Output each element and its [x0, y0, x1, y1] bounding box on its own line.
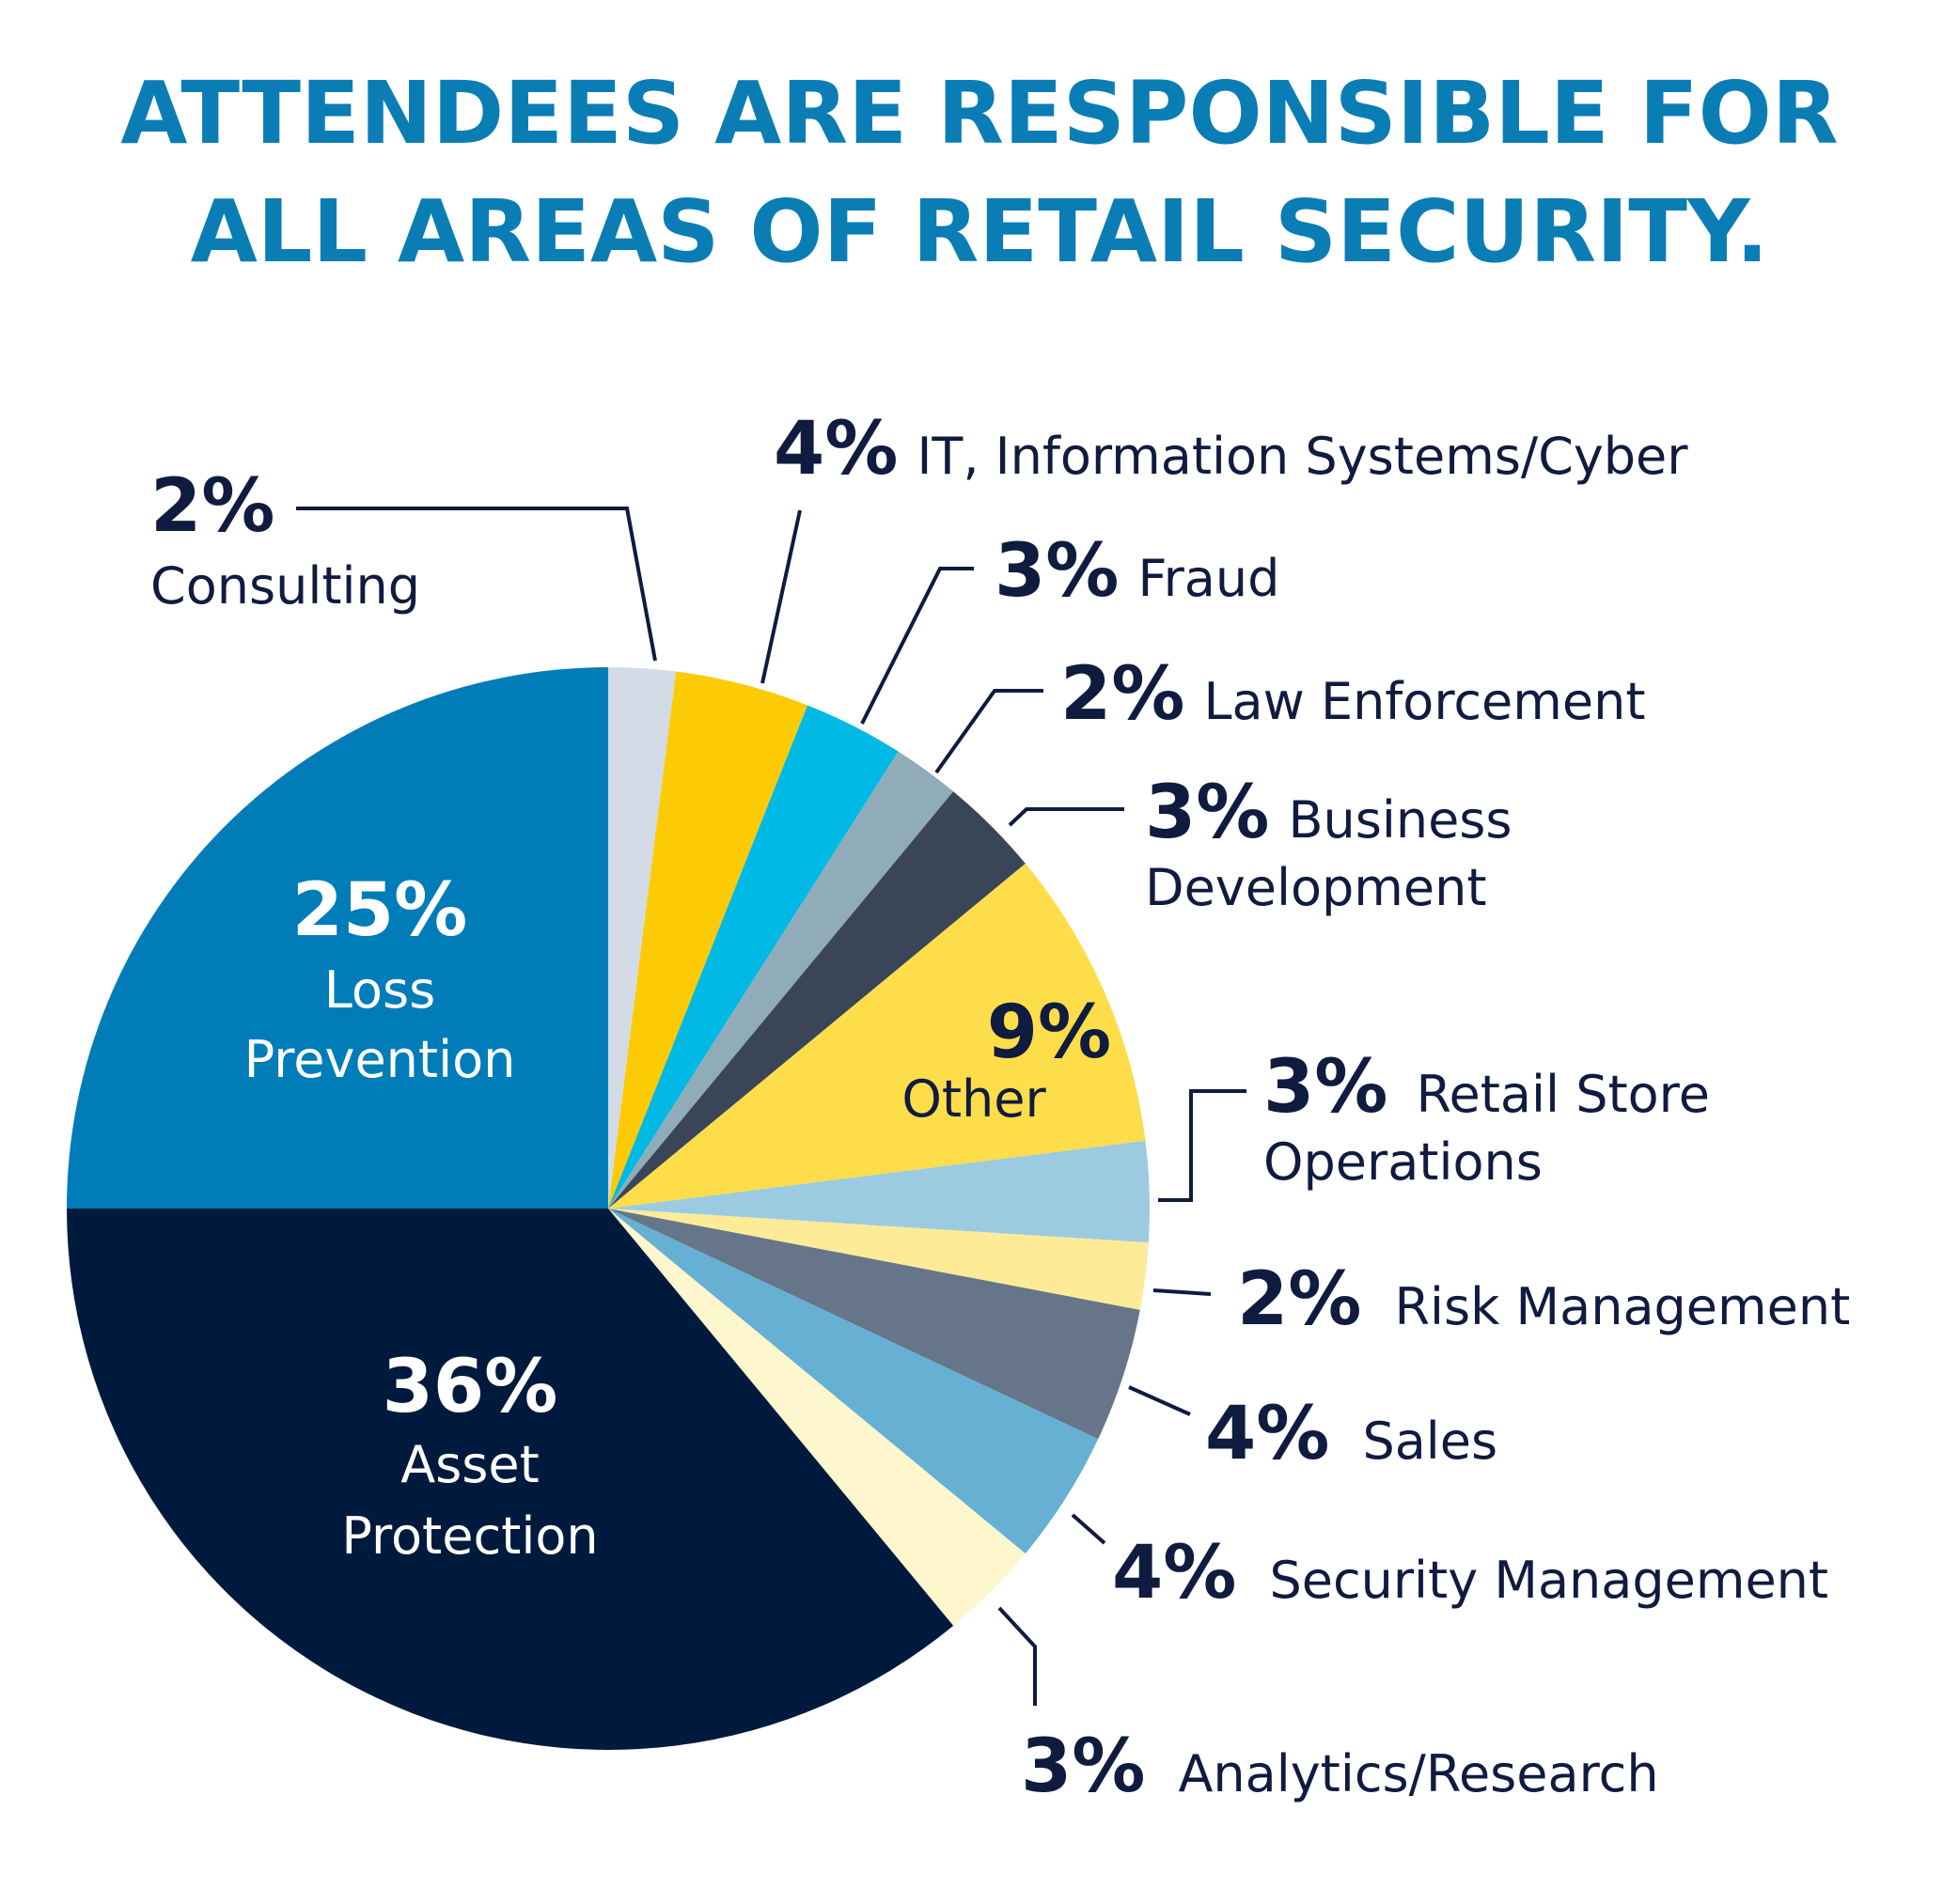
- leader-line-retail-store-operations: [1158, 1089, 1246, 1202]
- pie-slice-loss-prevention: [67, 667, 608, 1209]
- slice-pct-other: 9%: [987, 991, 1111, 1075]
- pie-slice-risk-management: [608, 1209, 1149, 1310]
- leader-line-sales: [1128, 1385, 1191, 1416]
- pie-slice-fraud: [608, 705, 899, 1209]
- slice-label-asset-protection: Protection: [341, 1506, 598, 1566]
- slice-pct-asset-protection: 36%: [383, 1345, 558, 1429]
- slice-label-loss-prevention: Prevention: [244, 1030, 516, 1089]
- chart-title: ATTENDEES ARE RESPONSIBLE FOR ALL AREAS …: [120, 63, 1838, 282]
- slice-pct-fraud: 3%: [995, 529, 1119, 614]
- pie-slice-security-management: [608, 1209, 1099, 1554]
- pie-slice-analytics-research: [608, 1209, 1026, 1626]
- leader-line-security-management: [1071, 1513, 1106, 1545]
- slice-label-retail-store-operations: Operations: [1263, 1132, 1543, 1192]
- slice-label-business-development: Business: [1288, 790, 1512, 850]
- slice-pct-business-development: 3%: [1145, 771, 1269, 855]
- slice-label-sales: Sales: [1362, 1412, 1497, 1471]
- slice-label-business-development: Development: [1145, 858, 1487, 917]
- leader-line-consulting: [296, 507, 657, 662]
- slice-labels: 2% Consulting 4% IT, Information Systems/Cy…: [150, 407, 1850, 1809]
- slice-label-consulting: Consulting: [150, 556, 420, 616]
- slice-pct-risk-management: 2%: [1237, 1257, 1361, 1342]
- leader-line-fraud: [860, 567, 974, 725]
- slice-label-risk-management: Risk Management: [1394, 1277, 1850, 1336]
- slice-pct-retail-store-operations: 3%: [1263, 1045, 1387, 1130]
- pie-slice-other: [608, 863, 1146, 1209]
- slice-pct-sales: 4%: [1205, 1392, 1329, 1476]
- slice-pct-loss-prevention: 25%: [292, 868, 468, 953]
- slice-pct-consulting: 2%: [150, 464, 274, 549]
- chart-title-line-2: ALL AREAS OF RETAIL SECURITY.: [191, 181, 1769, 282]
- slice-label-security-management: Security Management: [1269, 1551, 1828, 1610]
- pie-slices: [67, 667, 1150, 1751]
- pie-slice-asset-protection: [67, 1209, 954, 1751]
- slice-pct-security-management: 4%: [1112, 1531, 1236, 1615]
- pie-slice-law-enforcement: [608, 751, 954, 1209]
- slice-label-retail-store-operations: Retail Store: [1416, 1065, 1709, 1124]
- slice-pct-analytics-research: 3%: [1021, 1725, 1145, 1809]
- slice-label-fraud: Fraud: [1137, 549, 1279, 608]
- leader-line-analytics-research: [997, 1606, 1037, 1706]
- pie-slice-retail-store-operations: [608, 1140, 1150, 1243]
- pie-slice-sales: [608, 1209, 1140, 1440]
- leader-line-business-development: [1008, 807, 1124, 827]
- slice-label-loss-prevention: Loss: [324, 960, 435, 1020]
- pie-slice-business-development: [608, 791, 1026, 1209]
- chart-title-line-1: ATTENDEES ARE RESPONSIBLE FOR: [120, 63, 1838, 164]
- slice-label-other: Other: [901, 1069, 1046, 1129]
- slice-label-law-enforcement: Law Enforcement: [1203, 672, 1645, 731]
- leader-line-risk-management: [1152, 1288, 1212, 1296]
- slice-pct-it-information-systems-cyber: 4%: [774, 407, 898, 492]
- slice-pct-law-enforcement: 2%: [1060, 652, 1184, 737]
- leader-line-it-information-systems-cyber: [760, 509, 802, 684]
- slice-label-asset-protection: Asset: [400, 1435, 540, 1494]
- leader-line-law-enforcement: [934, 689, 1043, 774]
- pie-slice-it-information-systems-cyber: [608, 671, 808, 1209]
- pie-slice-consulting: [608, 667, 677, 1209]
- slice-label-analytics-research: Analytics/Research: [1178, 1744, 1658, 1803]
- leader-lines: [296, 507, 1246, 1706]
- slice-label-it-information-systems-cyber: IT, Information Systems/Cyber: [917, 427, 1688, 486]
